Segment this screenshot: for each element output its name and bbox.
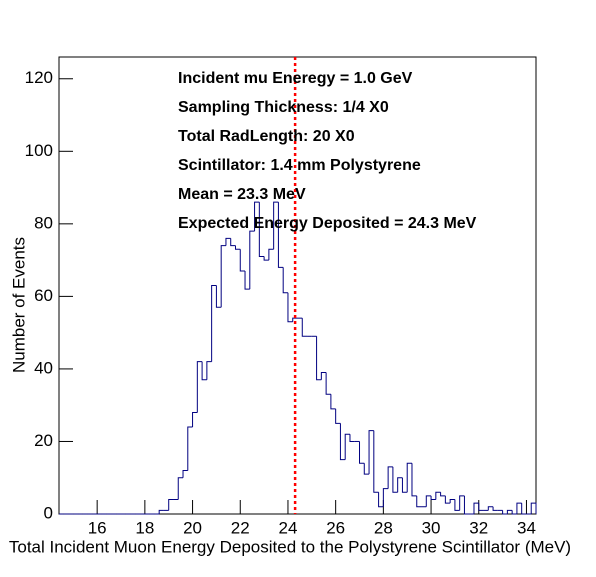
histogram-bin xyxy=(516,502,522,514)
histogram-bin xyxy=(335,408,341,424)
histogram-bin xyxy=(506,509,513,514)
histogram-bin xyxy=(444,495,451,504)
y-tick-label: 20 xyxy=(34,431,53,450)
histogram-bin xyxy=(230,238,236,247)
histogram-bin xyxy=(373,430,379,493)
annotation: Mean = 23.3 MeV xyxy=(178,186,306,203)
x-tick-label: 26 xyxy=(326,518,345,537)
x-tick-label: 32 xyxy=(469,518,488,537)
histogram-bin xyxy=(287,292,293,323)
histogram-bin xyxy=(430,495,436,500)
histogram-bin xyxy=(325,372,331,395)
histogram-bin xyxy=(440,492,446,497)
y-tick-label: 100 xyxy=(25,141,53,160)
histogram-bin xyxy=(316,336,322,381)
histogram-bin xyxy=(425,495,432,507)
histogram-bin xyxy=(249,230,255,290)
y-tick-label: 0 xyxy=(44,503,53,522)
histogram-bin xyxy=(282,267,288,294)
histogram-bin xyxy=(192,411,198,427)
histogram-bin xyxy=(382,488,389,507)
y-axis-label: Number of Events xyxy=(9,237,28,373)
y-tick-label: 120 xyxy=(25,68,53,87)
histogram-bin xyxy=(478,503,484,511)
histogram-bin xyxy=(406,462,412,493)
histogram-bin xyxy=(301,318,308,337)
annotation: Scintillator: 1.4 mm Polystyrene xyxy=(178,157,421,174)
histogram-bin xyxy=(459,495,465,511)
x-tick-label: 16 xyxy=(88,518,107,537)
histogram-bin xyxy=(268,248,274,261)
histogram-bin xyxy=(201,361,207,381)
y-tick-label: 80 xyxy=(34,213,53,232)
histogram-bin xyxy=(339,423,346,461)
histogram-bin xyxy=(292,317,298,322)
histogram-bin xyxy=(258,202,265,257)
y-tick-label: 40 xyxy=(34,358,53,377)
histogram-bin xyxy=(263,256,269,261)
histogram-bin xyxy=(521,503,527,515)
annotation: Expected Energy Deposited = 24.3 MeV xyxy=(178,215,477,232)
frame xyxy=(58,56,537,515)
histogram-bin xyxy=(449,498,455,504)
histogram-bin xyxy=(168,498,174,511)
histogram-bin xyxy=(206,361,212,380)
histogram-bin xyxy=(378,492,384,508)
histogram-bin xyxy=(511,510,517,515)
histogram-bin xyxy=(220,245,226,308)
histogram-bin xyxy=(177,477,184,500)
histogram-bin xyxy=(225,237,231,246)
x-tick-label: 30 xyxy=(422,518,441,537)
x-tick-label: 34 xyxy=(517,518,536,537)
histogram-bin xyxy=(254,201,260,232)
x-tick-label: 28 xyxy=(374,518,393,537)
histogram-bin xyxy=(463,495,470,515)
x-tick-label: 24 xyxy=(278,518,297,537)
annotation: Total RadLength: 20 X0 xyxy=(178,128,355,145)
histogram-bin xyxy=(277,202,284,268)
x-tick-label: 22 xyxy=(231,518,250,537)
histogram-bin xyxy=(473,502,479,514)
histogram-bin xyxy=(196,361,203,413)
histogram-bin xyxy=(530,502,537,514)
histogram-bin xyxy=(330,394,336,410)
histogram-bin xyxy=(344,433,350,460)
y-tick-label: 60 xyxy=(34,286,53,305)
histogram-bin xyxy=(234,245,241,250)
histogram-bin xyxy=(401,477,408,493)
histogram-bin xyxy=(454,499,460,511)
x-tick-label: 18 xyxy=(135,518,154,537)
annotation: Sampling Thickness: 1/4 X0 xyxy=(178,99,389,116)
histogram-bin xyxy=(158,509,164,514)
histogram-bin xyxy=(215,285,222,308)
histogram-bin xyxy=(487,506,494,511)
histogram-bin xyxy=(435,491,441,500)
histogram-bin xyxy=(239,249,246,272)
histogram-bin xyxy=(392,466,398,493)
histogram-bin xyxy=(187,426,193,471)
histogram-bin xyxy=(182,469,188,478)
histogram-bin xyxy=(416,495,422,508)
histogram-bin xyxy=(359,441,365,464)
annotation: Incident mu Eneregy = 1.0 GeV xyxy=(178,70,413,87)
histogram-bin xyxy=(363,463,370,475)
x-axis-label: Total Incident Muon Energy Deposited to … xyxy=(9,537,571,556)
histogram-bin xyxy=(349,434,355,442)
histogram-bin xyxy=(411,463,417,497)
x-tick-label: 20 xyxy=(183,518,202,537)
histogram-bin xyxy=(502,510,508,515)
histogram-bin xyxy=(368,430,374,475)
histogram-bin xyxy=(387,466,393,489)
histogram-bin xyxy=(273,201,279,250)
histogram-bin xyxy=(211,285,217,362)
histogram-bin xyxy=(320,372,327,380)
histogram-bin xyxy=(244,270,250,290)
histogram-bin xyxy=(397,477,403,493)
histogram-bin xyxy=(492,506,498,511)
